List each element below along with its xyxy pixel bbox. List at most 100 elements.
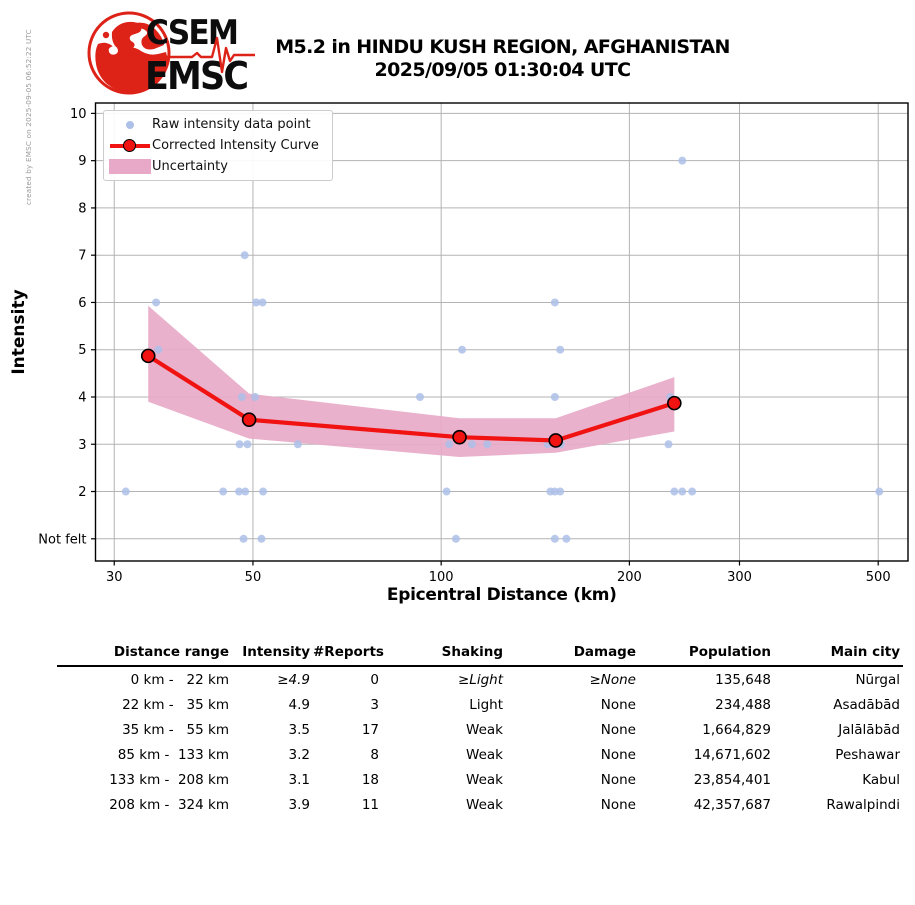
table-cell: 35 km - 55 km <box>122 721 229 738</box>
table-row: 22 km - 35 km 4.9 3 Light None 234,488 Asadābā… <box>57 692 903 717</box>
table-cell: None <box>600 796 636 813</box>
raw-intensity-point <box>664 440 673 449</box>
x-tick-label: 200 <box>617 570 642 585</box>
table-cell: 22 km - 35 km <box>122 696 229 713</box>
table-cell: 135,648 <box>715 671 771 688</box>
y-tick-label: 7 <box>78 249 86 264</box>
raw-intensity-point <box>556 345 565 354</box>
raw-intensity-point <box>152 298 161 307</box>
table-cell: 8 <box>370 746 379 763</box>
raw-intensity-point <box>678 487 687 496</box>
created-by-note: created by EMSC on 2025-09-05 06:52:22 U… <box>24 29 33 205</box>
table-cell: 17 <box>361 721 379 738</box>
table-cell: Weak <box>466 771 503 788</box>
legend-item-curve: Corrected Intensity Curve <box>108 135 326 156</box>
raw-intensity-point <box>237 392 246 401</box>
table-cell: 85 km - 133 km <box>117 746 229 763</box>
raw-intensity-point <box>219 487 228 496</box>
page-datetime: 2025/09/05 01:30:04 UTC <box>374 59 632 81</box>
raw-intensity-point <box>483 440 492 449</box>
table-cell: None <box>600 746 636 763</box>
raw-intensity-point <box>252 298 261 307</box>
table-cell: 42,357,687 <box>693 796 771 813</box>
y-tick-label: 9 <box>78 154 86 169</box>
corrected-curve-marker <box>452 429 467 445</box>
raw-intensity-point <box>258 298 267 307</box>
col-header-damage: Damage <box>506 638 639 667</box>
raw-intensity-point <box>154 345 163 354</box>
table-cell: Kabul <box>862 771 900 788</box>
raw-intensity-point <box>239 534 248 543</box>
intensity-distance-chart: 30 50 100 200 300 500 Not felt 2 3 4 5 6 7 8 9 10 Epicen… <box>9 29 909 605</box>
table-cell: 14,671,602 <box>693 746 771 763</box>
y-tick-label: 2 <box>78 485 86 500</box>
page-title: M5.2 in HINDU KUSH REGION, AFGHANISTAN <box>275 36 730 58</box>
raw-intensity-point <box>550 392 559 401</box>
x-tick-label: 500 <box>866 570 891 585</box>
raw-intensity-point <box>235 440 244 449</box>
corrected-curve-marker <box>667 395 682 411</box>
y-tick-label: 8 <box>78 201 86 216</box>
emsc-logo: CSEM EMSC <box>86 7 266 99</box>
table-cell: None <box>600 771 636 788</box>
raw-intensity-point <box>688 487 697 496</box>
y-axis-title: Intensity <box>9 289 29 374</box>
corrected-curve-marker <box>140 348 156 364</box>
corrected-curve-marker <box>548 433 564 448</box>
legend-item-band: Uncertainty <box>108 156 326 177</box>
raw-intensity-point <box>451 534 460 543</box>
table-cell: 3.9 <box>288 796 310 813</box>
uncertainty-icon <box>108 159 152 174</box>
table-cell: None <box>600 721 636 738</box>
table-cell: Weak <box>466 796 503 813</box>
table-cell: Weak <box>466 746 503 763</box>
raw-intensity-point <box>445 440 454 449</box>
raw-intensity-point <box>556 487 565 496</box>
raw-intensity-point <box>458 345 467 354</box>
table-cell: Light <box>469 696 503 713</box>
legend-item-raw: Raw intensity data point <box>108 114 326 135</box>
table-cell: Rawalpindi <box>826 796 900 813</box>
raw-intensity-point <box>293 440 302 449</box>
legend-label-raw: Raw intensity data point <box>152 117 311 132</box>
table-cell: 234,488 <box>715 696 771 713</box>
col-header--reports: #Reports <box>313 638 384 667</box>
uncertainty-band <box>148 305 675 458</box>
x-axis-title: Epicentral Distance (km) <box>387 585 617 605</box>
globe-icon <box>87 11 171 95</box>
table-cell: 208 km - 324 km <box>109 796 229 813</box>
x-tick-label: 50 <box>245 570 262 585</box>
table-cell: 3.5 <box>288 721 310 738</box>
table-cell: ≥None <box>589 671 636 688</box>
table-cell: 3.2 <box>288 746 310 763</box>
raw-intensity-point <box>467 440 476 449</box>
raw-intensity-point <box>259 487 268 496</box>
raw-intensity-point <box>235 487 244 496</box>
raw-intensity-point <box>875 487 884 496</box>
raw-intensity-point <box>121 487 130 496</box>
raw-intensity-point <box>257 534 266 543</box>
table-cell: 1,664,829 <box>702 721 771 738</box>
x-tick-label: 300 <box>727 570 752 585</box>
col-header-shaking: Shaking <box>382 638 506 667</box>
raw-intensity-point <box>442 487 451 496</box>
table-cell: ≥Light <box>457 671 503 688</box>
raw-intensity-point <box>550 298 559 307</box>
table-cell: 23,854,401 <box>693 771 771 788</box>
corrected-curve-marker <box>241 412 257 427</box>
table-cell: Asadābād <box>833 696 900 713</box>
table-cell: Nūrgal <box>855 671 900 688</box>
raw-intensity-point <box>670 487 679 496</box>
y-tick-label: 3 <box>78 438 86 453</box>
table-cell: 11 <box>361 796 379 813</box>
raw-intensity-point <box>241 487 250 496</box>
table-cell: ≥4.9 <box>277 671 310 688</box>
raw-intensity-point <box>415 392 424 401</box>
table-row: 133 km - 208 km 3.1 18 Weak None 23,854,401 Ka… <box>57 767 903 792</box>
col-header-main-city: Main city <box>774 638 903 667</box>
table-cell: Peshawar <box>835 746 900 763</box>
table-row: 35 km - 55 km 3.5 17 Weak None 1,664,829 Jalāl… <box>57 717 903 742</box>
y-tick-label: 10 <box>70 107 87 122</box>
col-header-population: Population <box>639 638 774 667</box>
table-cell: 3.1 <box>288 771 310 788</box>
